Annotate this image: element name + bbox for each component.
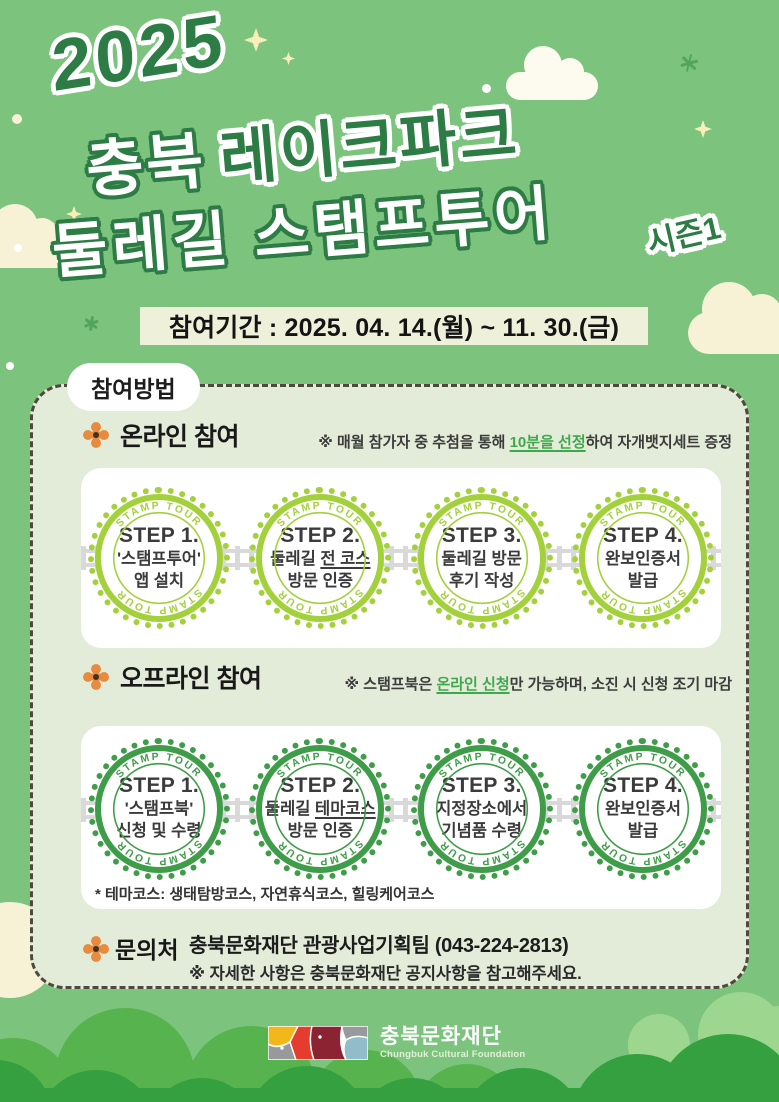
contact-line1: 충북문화재단 관광사업기획팀 (043-224-2813) [189, 935, 569, 957]
asterisk-icon [83, 315, 100, 332]
flower-icon [83, 664, 109, 690]
dot-icon [14, 244, 22, 252]
offline-steps-box: STAMP TOUR STAMP TOUR STEP 1. '스탬프북' 신청 및… [81, 726, 721, 909]
offline-note-highlight: 온라인 신청 [436, 676, 510, 693]
stamp-online-step3: STAMP TOUR STAMP TOUR STEP 3. 둘레길 방문 후기 작… [410, 487, 553, 629]
stamp-offline-step2: STAMP TOUR STAMP TOUR STEP 2. 둘레길 테마코스 방문… [249, 737, 392, 880]
theme-course-footnote: * 테마코스: 생태탐방코스, 자연휴식코스, 힐링케어코스 [95, 886, 435, 903]
footer-logo-text: 충북문화재단 Chungbuk Cultural Foundation [380, 1025, 526, 1060]
sparkle-icon [244, 28, 268, 52]
sparkle-icon [282, 52, 295, 65]
stamp-offline-step1: STAMP TOUR STAMP TOUR STEP 1. '스탬프북' 신청 및… [88, 737, 230, 880]
stamp-offline-step4: STAMP TOUR STAMP TOUR STEP 4. 완보인증서 발급 [571, 737, 714, 880]
chungbuk-foundation-logo-icon [268, 1026, 368, 1060]
offline-stamps-row: STAMP TOUR STAMP TOUR STEP 1. '스탬프북' 신청 및… [81, 726, 721, 909]
footer-org-english: Chungbuk Cultural Foundation [380, 1048, 526, 1060]
flower-icon [83, 422, 109, 448]
online-steps-box: STAMP TOUR STAMP TOUR STEP 1. '스탬프투어' 앱 설… [81, 468, 721, 648]
dot-icon [482, 84, 491, 93]
contact-heading: 문의처 [115, 937, 179, 963]
online-stamps-row: STAMP TOUR STAMP TOUR STEP 1. '스탬프투어' 앱 설… [81, 468, 721, 648]
stamp-offline-step3: STAMP TOUR STAMP TOUR STEP 3. 지정장소에서 기념품 … [410, 737, 553, 880]
cloud-icon [506, 72, 598, 100]
online-note-highlight: 10분을 선정 [509, 434, 586, 451]
online-section-heading: 온라인 참여 [83, 417, 239, 453]
sparkle-icon [694, 120, 712, 138]
stamp-online-step2: STAMP TOUR STAMP TOUR STEP 2. 둘레길 전 코스 방문… [249, 487, 392, 629]
footer-org-korean: 충북문화재단 [380, 1025, 502, 1049]
stamp-online-step1: STAMP TOUR STAMP TOUR STEP 1. '스탬프투어' 앱 설… [88, 487, 230, 629]
flower-icon [83, 936, 109, 962]
offline-section-heading: 오프라인 참여 [83, 659, 262, 695]
asterisk-icon [678, 52, 700, 74]
offline-heading-label: 오프라인 참여 [120, 665, 262, 693]
title-year: 2025 [49, 0, 229, 108]
participation-period-bar: 참여기간 : 2025. 04. 14.(월) ~ 11. 30.(금) [140, 307, 648, 345]
contact-line2: ※ 자세한 사항은 충북문화재단 공지사항을 참고해주세요. [189, 965, 582, 983]
online-note: ※ 매월 참가자 중 추첨을 통해 10분을 선정하여 자개뱃지세트 증정 [318, 434, 732, 451]
title-season: 시즌1 [643, 210, 724, 261]
method-tag: 참여방법 [67, 363, 200, 411]
offline-note: ※ 스탬프북은 온라인 신청만 가능하며, 소진 시 신청 조기 마감 [344, 676, 732, 693]
dot-icon [6, 362, 14, 370]
stamp-online-step4: STAMP TOUR STAMP TOUR STEP 4. 완보인증서 발급 [571, 487, 714, 629]
online-heading-label: 온라인 참여 [120, 423, 239, 451]
method-panel: 참여방법 온라인 참여 ※ 매월 참가자 중 추첨을 통해 10분을 선정하여 … [30, 363, 749, 989]
dot-icon [12, 114, 22, 124]
cloud-icon [688, 312, 779, 354]
bush-icon [0, 1088, 779, 1102]
footer-logo: 충북문화재단 Chungbuk Cultural Foundation [268, 1026, 525, 1060]
cloud-icon [0, 232, 74, 268]
